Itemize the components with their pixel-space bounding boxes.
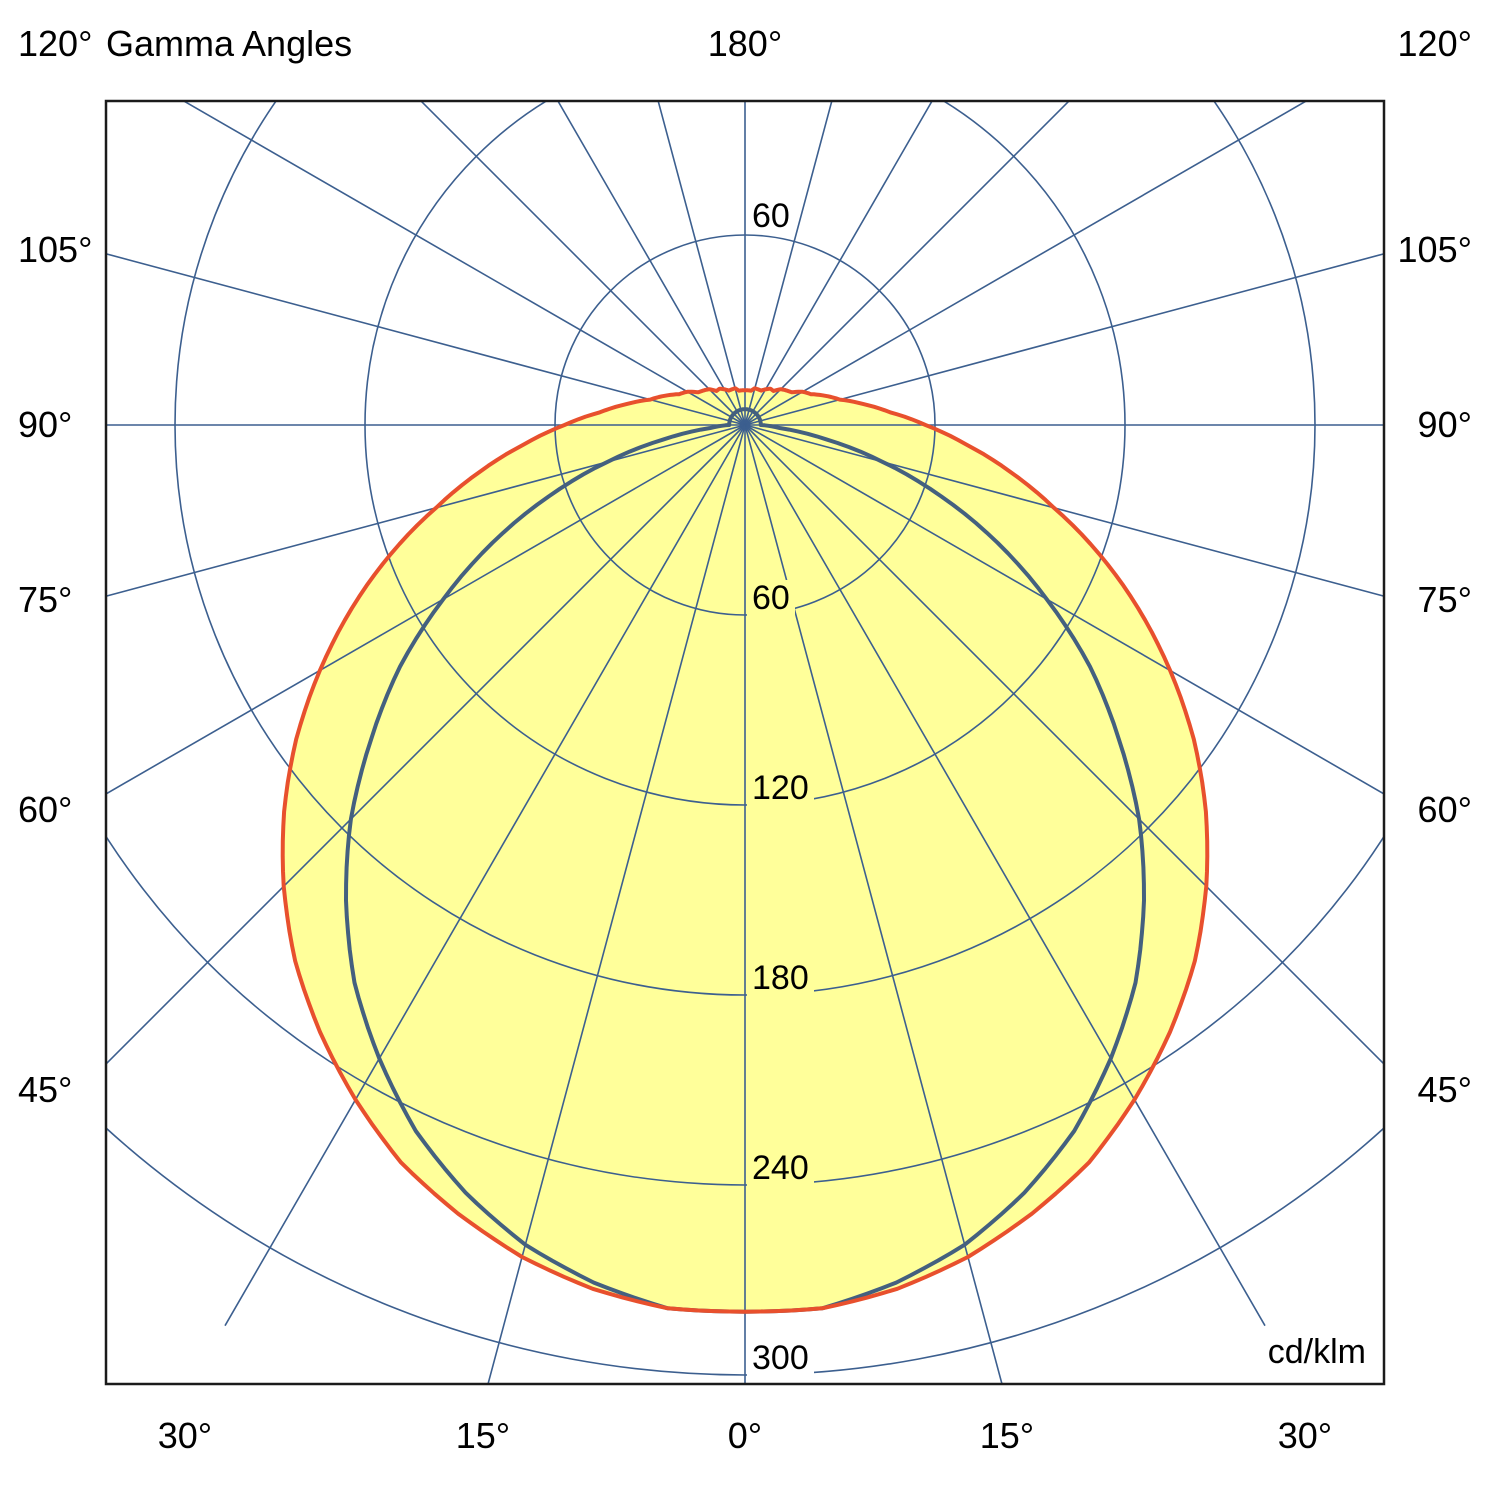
gamma-label-right-60: 60° (1417, 789, 1472, 830)
gamma-label-bottom-15R: 15° (979, 1415, 1035, 1456)
gamma-label-top: 180° (707, 23, 783, 64)
gamma-label-left-90: 90° (18, 404, 73, 445)
gamma-label-bottom-15L: 15° (455, 1415, 511, 1456)
gamma-label-left-60: 60° (18, 789, 73, 830)
gamma-label-right-120: 120° (1397, 23, 1472, 64)
gamma-label-left-120: 120° (18, 23, 93, 64)
chart-title: Gamma Angles (106, 23, 353, 64)
gamma-label-left-75: 75° (18, 579, 73, 620)
gamma-label-bottom-0: 0° (727, 1415, 763, 1456)
ring-label-120: 120 (747, 770, 814, 806)
ring-label-240: 240 (747, 1150, 814, 1186)
gamma-label-right-75: 75° (1417, 579, 1472, 620)
gamma-label-right-45: 45° (1417, 1069, 1472, 1110)
ring-label-180: 180 (747, 960, 814, 996)
gamma-label-right-90: 90° (1417, 404, 1472, 445)
gamma-label-bottom-30L: 30° (157, 1415, 213, 1456)
ring-label-60: 60 (747, 580, 795, 616)
ring-label-300: 300 (747, 1340, 814, 1376)
gamma-label-left-105: 105° (18, 229, 93, 270)
gamma-label-right-105: 105° (1397, 229, 1472, 270)
unit-label: cd/klm (1261, 1334, 1372, 1370)
ring-label-60-top: 60 (747, 198, 795, 234)
gamma-label-left-45: 45° (18, 1069, 73, 1110)
gamma-label-bottom-30R: 30° (1277, 1415, 1333, 1456)
